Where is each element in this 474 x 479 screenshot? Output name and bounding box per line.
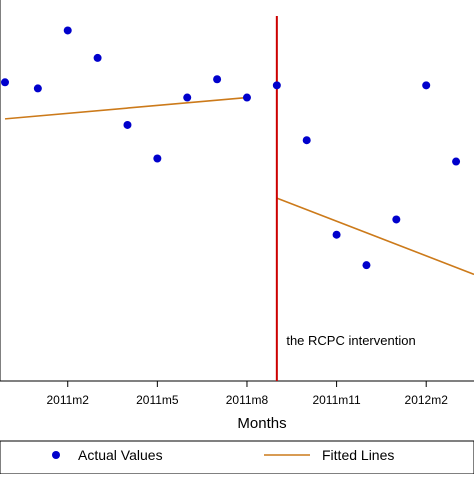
actual-value-point bbox=[242, 93, 251, 102]
actual-value-point bbox=[1, 78, 9, 87]
actual-value-point bbox=[272, 81, 281, 90]
intervention-layer: the RCPC intervention bbox=[275, 16, 416, 381]
actual-value-point bbox=[392, 215, 401, 224]
fitted-line-segment bbox=[276, 197, 474, 276]
actual-value-point bbox=[302, 136, 311, 145]
legend-box bbox=[0, 440, 474, 475]
x-tick-label: 2011m2 bbox=[46, 393, 89, 407]
x-tick-label: 2011m5 bbox=[136, 393, 179, 407]
legend-actual-marker bbox=[52, 451, 60, 459]
x-tick-label: 2011m8 bbox=[226, 393, 269, 407]
x-axis-title: Months bbox=[237, 415, 286, 432]
actual-value-point bbox=[153, 154, 162, 163]
x-tick-label: 2012m2 bbox=[405, 393, 449, 407]
actual-value-point bbox=[362, 261, 371, 270]
actual-value-point bbox=[33, 84, 42, 93]
actual-value-point bbox=[183, 93, 192, 102]
actual-value-point bbox=[123, 120, 132, 129]
x-ticks-layer: 2011m22011m52011m82011m112012m22012m5 bbox=[46, 381, 449, 407]
actual-value-point bbox=[332, 230, 341, 239]
fitted-line-segment bbox=[4, 96, 248, 120]
x-tick-label: 2011m11 bbox=[312, 393, 361, 407]
actual-values-layer bbox=[1, 26, 461, 270]
legend-fitted-label: Fitted Lines bbox=[322, 447, 394, 463]
legend-actual-label: Actual Values bbox=[78, 447, 163, 463]
actual-value-point bbox=[213, 75, 222, 84]
actual-value-point bbox=[63, 26, 72, 35]
actual-value-point bbox=[422, 81, 431, 90]
fitted-lines-layer bbox=[4, 96, 474, 276]
actual-value-point bbox=[93, 53, 102, 62]
intervention-label: the RCPC intervention bbox=[286, 333, 415, 348]
actual-value-point bbox=[452, 157, 461, 166]
